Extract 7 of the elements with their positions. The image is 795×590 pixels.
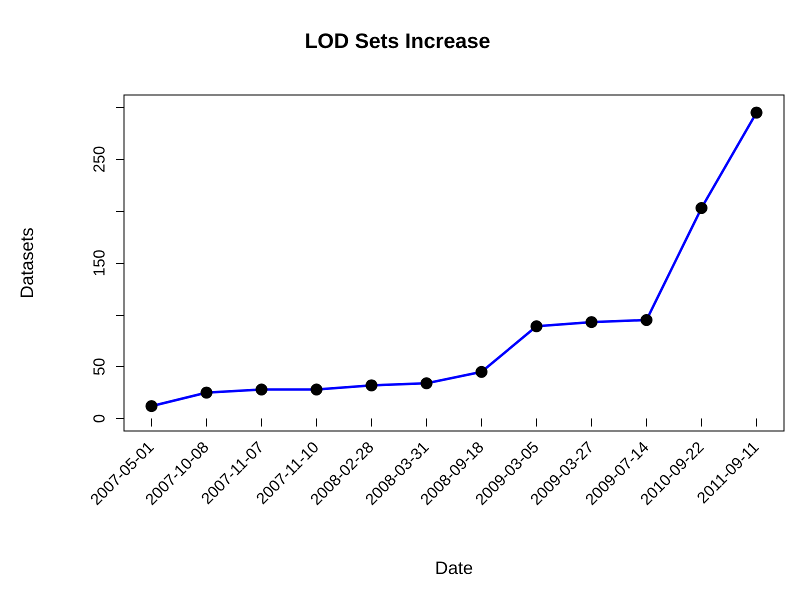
y-tick-label: 0 bbox=[92, 414, 108, 424]
x-axis-title: Date bbox=[434, 558, 474, 578]
y-tick-label: 150 bbox=[92, 250, 108, 276]
chart-title: LOD Sets Increase bbox=[304, 30, 490, 53]
y-axis-title: Datasets bbox=[17, 227, 37, 299]
y-tick-label: 250 bbox=[92, 146, 108, 173]
y-tick-label: 50 bbox=[92, 358, 108, 376]
